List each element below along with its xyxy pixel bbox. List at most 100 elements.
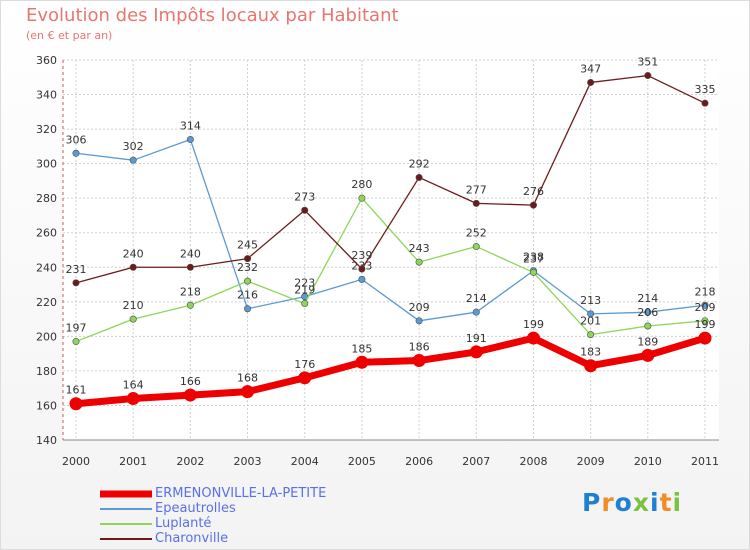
data-point bbox=[301, 300, 309, 308]
data-point bbox=[244, 305, 252, 313]
data-point bbox=[415, 258, 423, 266]
data-label: 273 bbox=[294, 190, 315, 203]
y-tick-label: 320 bbox=[36, 123, 57, 136]
chart-title: Evolution des Impôts locaux par Habitant bbox=[26, 5, 399, 26]
data-label: 243 bbox=[409, 242, 430, 255]
data-label: 161 bbox=[66, 384, 87, 397]
data-point bbox=[472, 243, 480, 251]
data-point bbox=[415, 173, 423, 181]
data-point bbox=[412, 354, 426, 368]
y-tick-label: 340 bbox=[36, 89, 57, 102]
data-point bbox=[358, 265, 366, 273]
data-label: 183 bbox=[580, 346, 601, 359]
data-label: 314 bbox=[180, 119, 201, 132]
data-label: 199 bbox=[523, 318, 544, 331]
x-tick-label: 2009 bbox=[577, 455, 605, 468]
data-point bbox=[72, 338, 80, 346]
data-label: 252 bbox=[466, 227, 487, 240]
data-point bbox=[529, 201, 537, 209]
legend-label-epeautrolles: Epeautrolles bbox=[155, 501, 236, 516]
data-point bbox=[186, 301, 194, 309]
data-label: 223 bbox=[294, 277, 315, 290]
data-point bbox=[358, 275, 366, 283]
data-label: 214 bbox=[637, 292, 658, 305]
proxiti-logo: Proxiti bbox=[582, 488, 683, 517]
y-tick-label: 140 bbox=[36, 434, 57, 447]
data-point bbox=[587, 310, 595, 318]
x-tick-label: 2006 bbox=[405, 455, 433, 468]
data-label: 351 bbox=[637, 56, 658, 69]
data-point bbox=[701, 99, 709, 107]
data-point bbox=[472, 308, 480, 316]
y-tick-label: 280 bbox=[36, 192, 57, 205]
data-label: 280 bbox=[351, 178, 372, 191]
data-label: 245 bbox=[237, 239, 258, 252]
data-point bbox=[584, 359, 598, 373]
series-line bbox=[75, 74, 706, 284]
data-point bbox=[641, 348, 655, 362]
data-label: 240 bbox=[123, 247, 144, 260]
data-label: 232 bbox=[237, 261, 258, 274]
x-tick-label: 2010 bbox=[634, 455, 662, 468]
plot-area bbox=[63, 60, 719, 440]
data-label: 213 bbox=[580, 294, 601, 307]
x-tick-label: 2004 bbox=[291, 455, 319, 468]
data-point bbox=[644, 308, 652, 316]
data-point bbox=[472, 199, 480, 207]
data-point bbox=[69, 397, 83, 411]
data-point bbox=[587, 331, 595, 339]
data-point bbox=[129, 315, 137, 323]
x-tick-label: 2000 bbox=[62, 455, 90, 468]
data-label: 276 bbox=[523, 185, 544, 198]
data-label: 168 bbox=[237, 372, 258, 385]
x-tick-label: 2002 bbox=[176, 455, 204, 468]
data-point bbox=[244, 255, 252, 263]
x-tick-label: 2001 bbox=[119, 455, 147, 468]
data-label: 209 bbox=[695, 301, 716, 314]
data-point bbox=[701, 301, 709, 309]
data-label: 197 bbox=[66, 322, 87, 335]
data-label: 214 bbox=[466, 292, 487, 305]
data-point bbox=[644, 72, 652, 80]
series-line bbox=[75, 334, 707, 408]
chart-subtitle: (en € et par an) bbox=[26, 29, 113, 42]
data-label: 189 bbox=[637, 335, 658, 348]
y-tick-label: 200 bbox=[36, 330, 57, 343]
data-point bbox=[701, 317, 709, 325]
data-label: 218 bbox=[695, 285, 716, 298]
data-point bbox=[301, 206, 309, 214]
data-label: 231 bbox=[66, 263, 87, 276]
data-point bbox=[186, 135, 194, 143]
legend-label-ermenonville: ERMENONVILLE-LA-PETITE bbox=[155, 486, 327, 501]
x-tick-label: 2003 bbox=[234, 455, 262, 468]
x-tick-label: 2007 bbox=[462, 455, 490, 468]
data-label: 237 bbox=[523, 252, 544, 265]
y-tick-label: 260 bbox=[36, 227, 57, 240]
data-point bbox=[698, 331, 712, 345]
data-label: 206 bbox=[637, 306, 658, 319]
data-label: 240 bbox=[180, 247, 201, 260]
legend-label-luplante: Luplanté bbox=[155, 516, 212, 531]
data-label: 219 bbox=[294, 284, 315, 297]
data-label: 302 bbox=[123, 140, 144, 153]
data-point bbox=[244, 277, 252, 285]
data-label: 166 bbox=[180, 375, 201, 388]
data-point bbox=[415, 317, 423, 325]
x-tick-label: 2005 bbox=[348, 455, 376, 468]
data-point bbox=[355, 355, 369, 369]
data-label: 277 bbox=[466, 183, 487, 196]
data-point bbox=[358, 194, 366, 202]
data-point bbox=[529, 268, 537, 276]
y-tick-label: 360 bbox=[36, 54, 57, 67]
data-label: 209 bbox=[409, 301, 430, 314]
data-point bbox=[526, 331, 540, 345]
data-point bbox=[241, 385, 255, 399]
data-label: 191 bbox=[466, 332, 487, 345]
series-line bbox=[75, 138, 706, 322]
data-point bbox=[644, 322, 652, 330]
data-label: 176 bbox=[294, 358, 315, 371]
data-label: 185 bbox=[351, 342, 372, 355]
data-label: 292 bbox=[409, 157, 430, 170]
legend-label-charonville: Charonville bbox=[155, 531, 229, 546]
